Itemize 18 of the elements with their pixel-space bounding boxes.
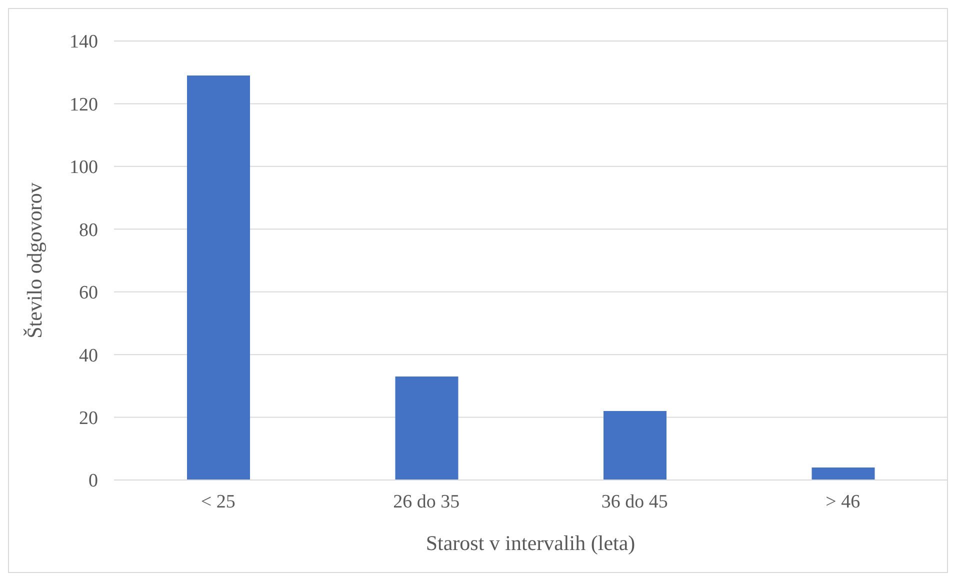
x-tick-label: 36 do 45 — [601, 491, 668, 512]
y-tick-label: 40 — [79, 345, 98, 366]
y-tick-label: 20 — [79, 408, 98, 430]
y-tick-label: 100 — [70, 157, 98, 178]
y-tick-label: 60 — [79, 282, 98, 304]
x-axis-title: Starost v intervalih (leta) — [426, 531, 636, 555]
x-tick-label: 26 do 35 — [393, 491, 460, 512]
bar — [812, 467, 875, 480]
x-tick-label: < 25 — [200, 491, 236, 512]
y-tick-label: 120 — [70, 94, 98, 116]
y-axis-title: Število odgovorov — [22, 182, 46, 338]
y-tick-label: 0 — [88, 470, 98, 492]
bar — [604, 411, 666, 480]
bar — [187, 75, 250, 480]
x-tick-label: > 46 — [826, 491, 860, 512]
bar — [395, 376, 458, 480]
y-tick-label: 80 — [79, 220, 98, 241]
y-tick-label: 140 — [70, 32, 98, 53]
